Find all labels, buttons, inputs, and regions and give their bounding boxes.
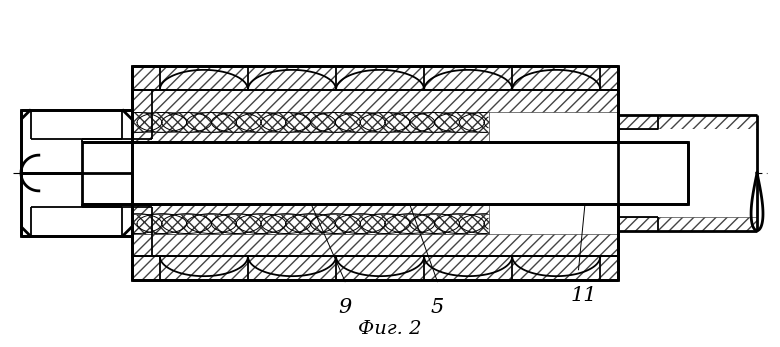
Polygon shape bbox=[619, 217, 757, 230]
Polygon shape bbox=[132, 214, 489, 234]
Text: 11: 11 bbox=[570, 286, 597, 305]
Polygon shape bbox=[21, 110, 132, 237]
Polygon shape bbox=[132, 132, 489, 142]
Text: 9: 9 bbox=[339, 298, 352, 317]
Polygon shape bbox=[132, 204, 489, 214]
Polygon shape bbox=[83, 142, 688, 204]
Polygon shape bbox=[131, 67, 132, 279]
Text: 5: 5 bbox=[431, 298, 445, 317]
Polygon shape bbox=[132, 66, 619, 90]
Text: Фиг. 2: Фиг. 2 bbox=[358, 320, 422, 338]
Polygon shape bbox=[659, 129, 756, 217]
Polygon shape bbox=[132, 112, 489, 132]
Polygon shape bbox=[132, 234, 619, 256]
Polygon shape bbox=[619, 116, 757, 129]
Polygon shape bbox=[132, 90, 619, 112]
Polygon shape bbox=[132, 256, 619, 280]
